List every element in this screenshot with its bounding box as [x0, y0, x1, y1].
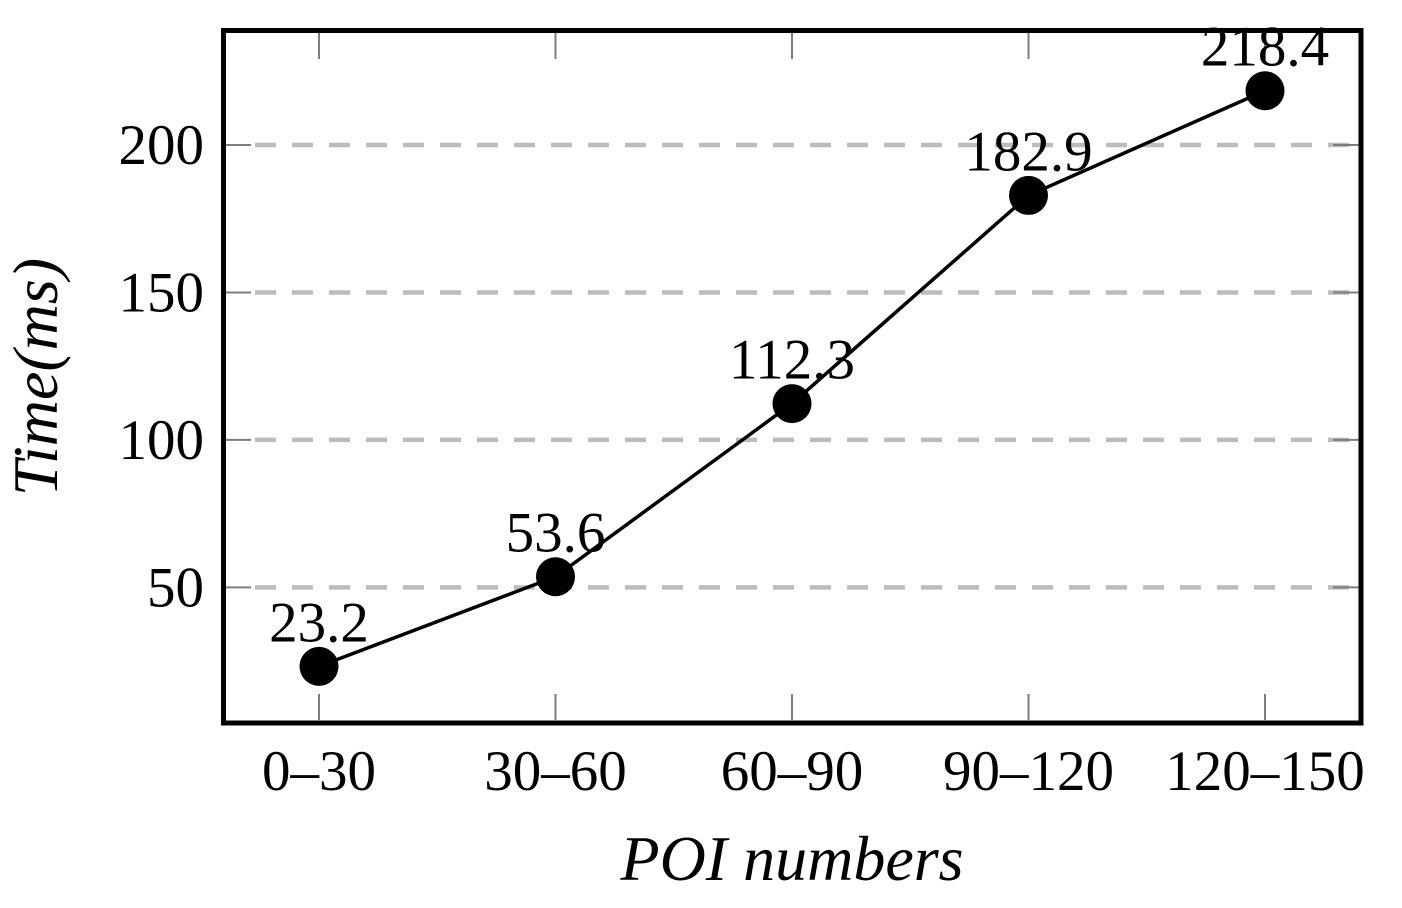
y-tick-label: 150: [119, 261, 205, 324]
x-axis-title: POI numbers: [619, 823, 963, 894]
plot-border: [221, 28, 1364, 726]
data-point-marker: [536, 557, 575, 597]
y-tick-label: 100: [119, 409, 205, 472]
y-axis-title: Time(ms): [0, 258, 71, 496]
data-labels: 23.2 53.6 112.3 182.9 218.4: [269, 16, 1329, 655]
data-point-label: 53.6: [506, 502, 606, 565]
data-point-label: 23.2: [269, 591, 369, 654]
data-point-marker: [1245, 71, 1285, 111]
axis-ticks: [225, 33, 1359, 720]
y-tick-label: 50: [147, 556, 204, 619]
y-tick-label: 200: [119, 114, 205, 177]
x-tick-label: 60–90: [721, 740, 864, 803]
data-point-marker: [1009, 175, 1048, 215]
data-point-label: 218.4: [1201, 16, 1329, 79]
data-point-marker: [299, 646, 339, 686]
data-point-marker: [772, 384, 812, 424]
y-tick-labels: 50 100 150 200: [119, 114, 205, 619]
x-tick-label: 0–30: [262, 740, 376, 803]
x-tick-label: 120–150: [1165, 740, 1365, 803]
data-points: [299, 71, 1285, 686]
x-tick-label: 30–60: [484, 740, 627, 803]
x-tick-labels: 0–30 30–60 60–90 90–120 120–150: [262, 740, 1365, 803]
x-tick-label: 90–120: [943, 740, 1114, 803]
data-point-label: 112.3: [729, 329, 855, 392]
data-point-label: 182.9: [964, 120, 1092, 183]
